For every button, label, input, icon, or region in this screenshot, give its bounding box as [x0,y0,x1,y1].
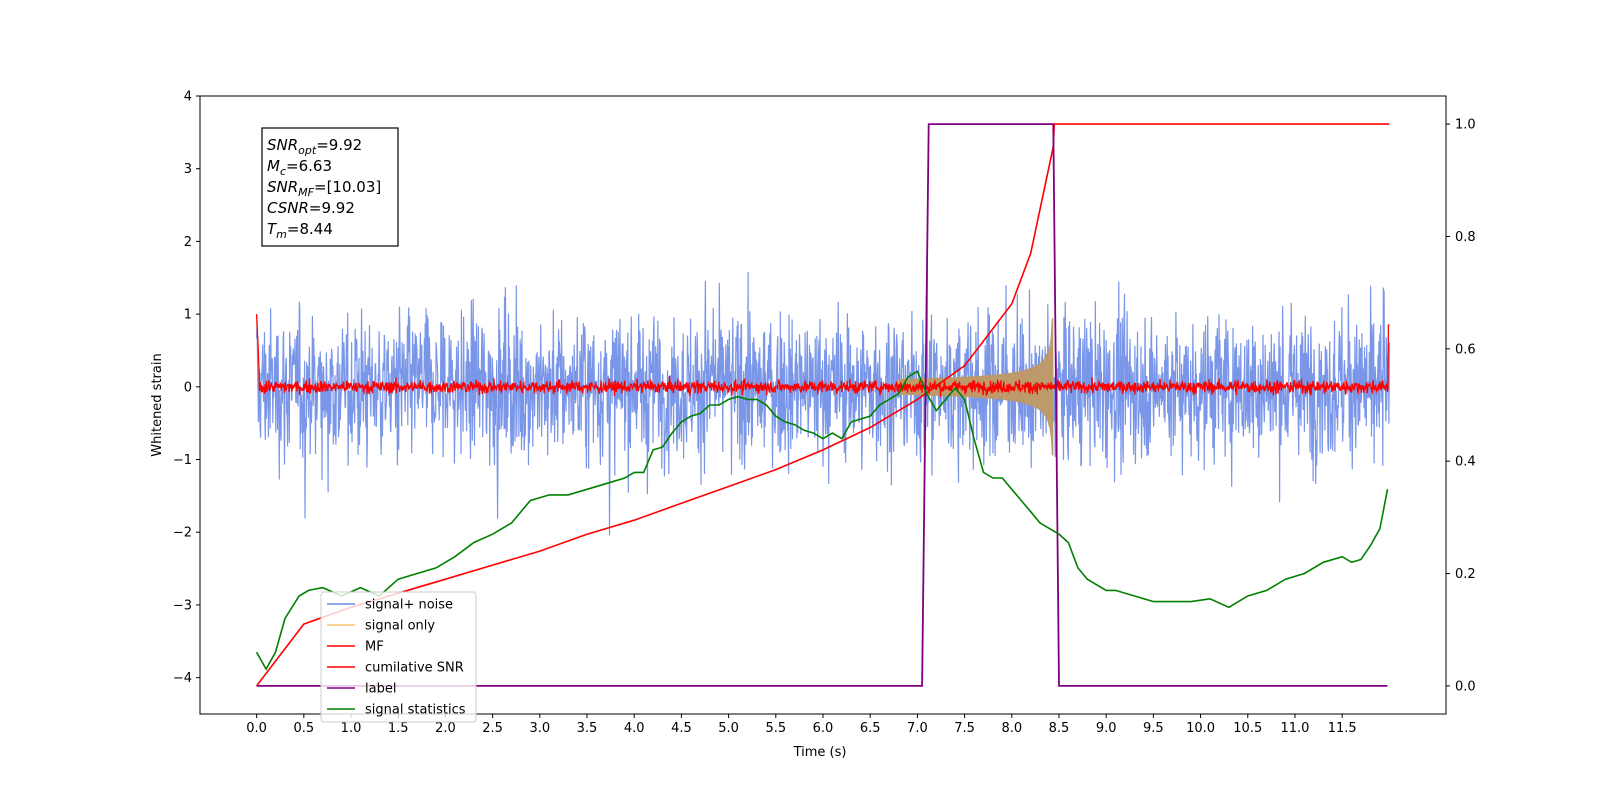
legend-label: MF [365,640,384,655]
y-axis-right: 1.0 0.8 0.6 0.4 0.2 0.0 [1446,118,1476,694]
annotation-subscript: MF [298,186,314,199]
signal-noise-line [256,239,1390,536]
x-tick-label: 6.0 [813,721,834,736]
annotation-value: =8.44 [287,220,333,238]
cumulative-snr-line [255,123,1390,687]
label-line [256,123,1388,687]
x-tick-label: 4.5 [671,721,692,736]
x-tick-label: 3.0 [529,721,550,736]
x-tick-label: 1.0 [341,721,362,736]
y2-tick-label: 1.0 [1455,118,1476,133]
signal-statistics-line [255,370,1389,671]
x-tick-label: 11.0 [1280,721,1309,736]
annotation-value: =[10.03] [314,178,381,196]
annotation-value: =9.92 [316,136,362,154]
annotation-symbol: M [267,157,280,175]
x-tick-label: 4.0 [624,721,645,736]
x-axis: 0.0 0.5 1.0 1.5 2.0 2.5 3.0 3.5 4.0 4.5 5.0 5.5 6.0 6… [246,714,1357,736]
plot-area [255,123,1390,687]
annotation-subscript: c [280,165,286,178]
legend-label: label [365,682,396,697]
annotation-frame [261,127,399,247]
annotation-line: Tm=8.44 [267,220,333,241]
x-tick-label: 8.0 [1001,721,1022,736]
signal-statistics-series [255,370,1389,671]
annotation-symbol: T [267,220,278,238]
annotation-symbol: CSNR [267,199,309,217]
legend-label: signal statistics [365,703,466,718]
x-tick-label: 6.5 [860,721,881,736]
y-tick-label: −3 [173,598,192,613]
signal-noise-series [256,239,1390,536]
x-tick-label: 7.5 [954,721,975,736]
x-tick-label: 9.5 [1143,721,1164,736]
x-tick-label: 0.5 [293,721,314,736]
x-tick-label: 9.0 [1096,721,1117,736]
annotation-line: SNRMF=[10.03] [267,178,381,199]
legend: signal+ noise signal only MF cumilative SNR… [320,591,477,723]
x-tick-label: 5.0 [718,721,739,736]
y-tick-label: −2 [173,526,192,541]
annotation-line: Mc=6.63 [267,157,332,178]
y-tick-label: 0 [184,380,192,395]
legend-label: cumilative SNR [365,661,464,676]
y-axis-label: Whitened strain [150,353,165,456]
x-tick-label: 1.5 [388,721,409,736]
y-tick-label: 1 [184,308,192,323]
x-tick-label: 8.5 [1049,721,1070,736]
legend-label: signal only [365,619,435,634]
x-tick-label: 5.5 [765,721,786,736]
x-axis-label: Time (s) [793,745,847,760]
cumulative-snr-series [255,123,1390,687]
y-tick-label: −4 [173,671,192,686]
annotation-line: CSNR=9.92 [267,199,355,217]
x-tick-label: 11.5 [1328,721,1357,736]
x-tick-label: 2.0 [435,721,456,736]
x-tick-label: 10.5 [1233,721,1262,736]
mf-series [255,314,1390,398]
y2-tick-label: 0.6 [1455,342,1476,357]
annotation-symbol: SNR [267,178,298,196]
y-tick-label: 4 [184,90,192,105]
x-tick-label: 0.0 [246,721,267,736]
annotation-subscript: opt [298,144,317,157]
annotation-subscript: m [276,228,287,241]
annotation-symbol: SNR [267,136,298,154]
y2-tick-label: 0.2 [1455,567,1476,582]
y-axis-left: 4 3 2 1 0 −1 −2 −3 −4 [173,90,200,686]
x-tick-label: 10.0 [1186,721,1215,736]
y-tick-label: 3 [184,162,192,177]
y2-tick-label: 0.0 [1455,679,1476,694]
x-tick-label: 3.5 [577,721,598,736]
legend-frame [320,591,477,723]
x-tick-label: 2.5 [482,721,503,736]
x-tick-label: 7.0 [907,721,928,736]
y2-tick-label: 0.4 [1455,455,1476,470]
y2-tick-label: 0.8 [1455,230,1476,245]
annotation-value: =9.92 [309,199,355,217]
label-series [256,123,1388,687]
annotation-line: SNRopt=9.92 [267,136,362,157]
annotation-box: SNRopt=9.92Mc=6.63SNRMF=[10.03]CSNR=9.92… [261,127,399,247]
annotation-value: =6.63 [286,157,332,175]
y-tick-label: −1 [173,453,192,468]
legend-label: signal+ noise [365,598,453,613]
y-tick-label: 2 [184,235,192,250]
mf-line [255,314,1390,398]
